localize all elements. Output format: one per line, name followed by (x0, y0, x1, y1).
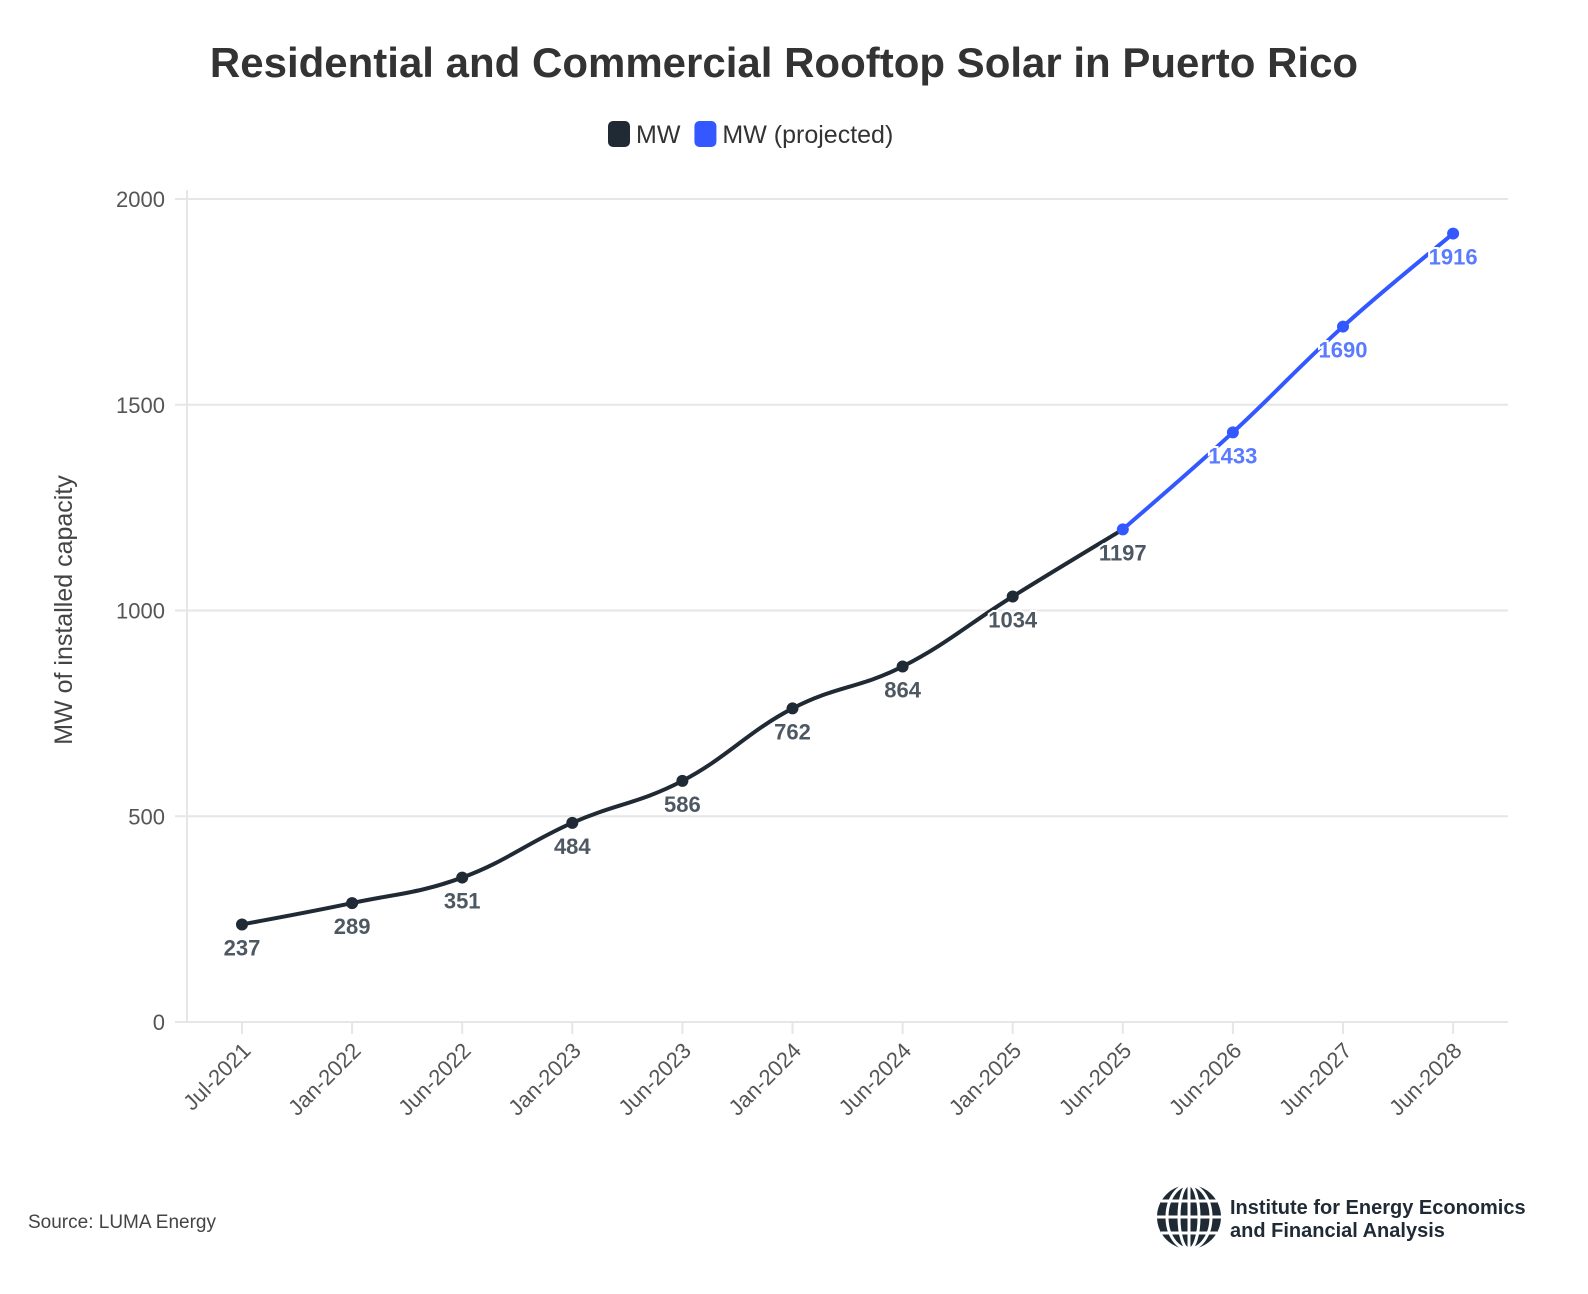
x-tick-label: Jan-2024 (723, 1038, 806, 1121)
x-tick-label: Jan-2022 (283, 1038, 366, 1121)
x-tick-label: Jun-2027 (1274, 1038, 1357, 1121)
chart-title: Residential and Commercial Rooftop Solar… (210, 39, 1358, 86)
logo-line-2: and Financial Analysis (1230, 1220, 1445, 1242)
data-label: 1197 (1099, 540, 1147, 565)
y-tick-label: 500 (128, 804, 165, 829)
data-point[interactable] (456, 871, 469, 884)
x-tick-label: Jun-2022 (393, 1038, 476, 1121)
data-point[interactable] (1006, 590, 1019, 603)
x-tick-label: Jan-2023 (503, 1038, 586, 1121)
data-label: 1690 (1319, 338, 1368, 363)
legend-swatch (608, 121, 630, 147)
y-tick-label: 0 (153, 1010, 165, 1035)
legend-item-1[interactable]: MW (projected) (694, 121, 893, 149)
data-point[interactable] (1226, 426, 1239, 439)
data-point[interactable] (1447, 227, 1460, 240)
data-point[interactable] (786, 702, 799, 715)
data-point[interactable] (236, 918, 248, 931)
data-label: 351 (444, 889, 481, 914)
series-line-0 (241, 527, 1124, 927)
x-tick-label: Jun-2024 (834, 1038, 917, 1121)
data-label: 289 (334, 914, 371, 939)
data-label: 864 (884, 677, 921, 702)
iefa-logo: Institute for Energy Economics and Finan… (1157, 1183, 1526, 1251)
x-tick-label: Jun-2026 (1164, 1038, 1247, 1121)
data-label: 1916 (1429, 245, 1478, 270)
data-label: 484 (554, 834, 591, 859)
legend-label: MW (636, 121, 681, 149)
globe-icon (1157, 1183, 1221, 1251)
data-label: 762 (774, 719, 811, 744)
data-label: 1034 (988, 608, 1038, 633)
data-point[interactable] (566, 816, 579, 829)
data-point[interactable] (1116, 523, 1129, 536)
y-tick-label: 1500 (116, 393, 165, 418)
y-tick-label: 2000 (116, 187, 165, 212)
source-note: Source: LUMA Energy (28, 1212, 216, 1233)
x-tick-label: Jan-2025 (944, 1038, 1027, 1121)
data-label: 586 (664, 792, 701, 817)
data-point[interactable] (896, 660, 909, 673)
data-label: 1433 (1208, 443, 1257, 468)
legend-swatch (694, 121, 717, 147)
logo-line-1: Institute for Energy Economics (1230, 1197, 1526, 1219)
data-label: 237 (224, 935, 261, 960)
x-tick-label: Jun-2025 (1054, 1038, 1137, 1121)
y-tick-label: 1000 (116, 599, 165, 624)
x-tick-label: Jun-2023 (613, 1038, 696, 1121)
data-point[interactable] (346, 897, 359, 910)
data-point[interactable] (676, 774, 689, 787)
x-tick-label: Jun-2028 (1384, 1038, 1467, 1121)
y-axis-label: MW of installed capacity (50, 475, 78, 745)
legend-label: MW (projected) (722, 121, 893, 149)
legend-item-0[interactable]: MW (608, 121, 681, 149)
series-line-1 (1121, 232, 1455, 531)
data-point[interactable] (1337, 320, 1349, 333)
x-tick-label: Jul-2021 (178, 1038, 255, 1115)
